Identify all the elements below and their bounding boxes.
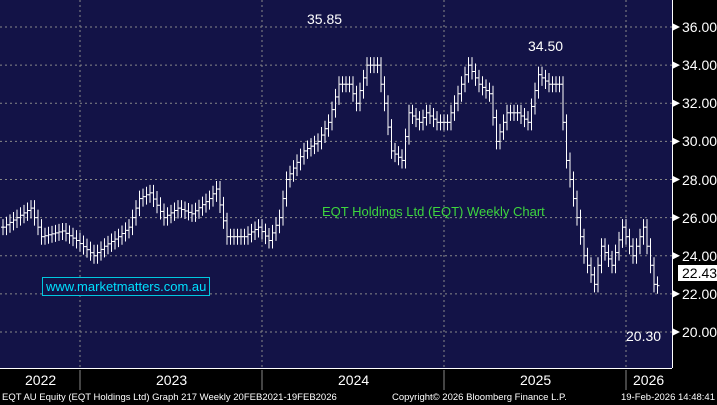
tick-arrow — [672, 137, 680, 146]
tick-arrow — [672, 213, 680, 222]
y-tick-label: 26.00 — [682, 209, 717, 226]
low-annotation: 20.30 — [626, 328, 662, 344]
tick-arrow — [672, 175, 680, 184]
y-tick-label: 22.00 — [682, 285, 717, 302]
footer-timestamp: 19-Feb-2026 14:48:41 — [620, 392, 715, 403]
last-price-tag: 22.43 — [678, 265, 717, 281]
footer-security: EQT AU Equity (EQT Holdings Ltd) Graph 2… — [2, 392, 337, 403]
year-label: 2024 — [338, 372, 370, 388]
tick-arrow — [672, 251, 680, 260]
y-tick-label: 30.00 — [682, 133, 717, 150]
year-label: 2022 — [25, 372, 57, 388]
year-label: 2026 — [633, 372, 665, 388]
plot-area — [0, 0, 672, 368]
year-label: 2025 — [520, 372, 552, 388]
tick-arrow — [672, 61, 680, 70]
tick-arrow — [672, 289, 680, 298]
website-label[interactable]: www.marketmatters.com.au — [42, 277, 211, 296]
footer-copyright: Copyright© 2026 Bloomberg Finance L.P. — [392, 392, 567, 403]
y-tick-label: 32.00 — [682, 95, 717, 112]
y-tick-label: 24.00 — [682, 247, 717, 264]
high2-annotation: 34.50 — [528, 38, 564, 54]
tick-arrow — [672, 23, 680, 32]
tick-arrow — [672, 328, 680, 336]
y-tick-label: 20.00 — [682, 324, 717, 340]
tick-arrow — [672, 99, 680, 108]
y-tick-label: 34.00 — [682, 57, 717, 74]
chart-title: EQT Holdings Ltd (EQT) Weekly Chart — [322, 204, 545, 219]
high-annotation: 35.85 — [307, 11, 343, 27]
y-tick-label: 28.00 — [682, 171, 717, 188]
y-tick-label: 36.00 — [682, 19, 717, 36]
year-label: 2023 — [156, 372, 188, 388]
